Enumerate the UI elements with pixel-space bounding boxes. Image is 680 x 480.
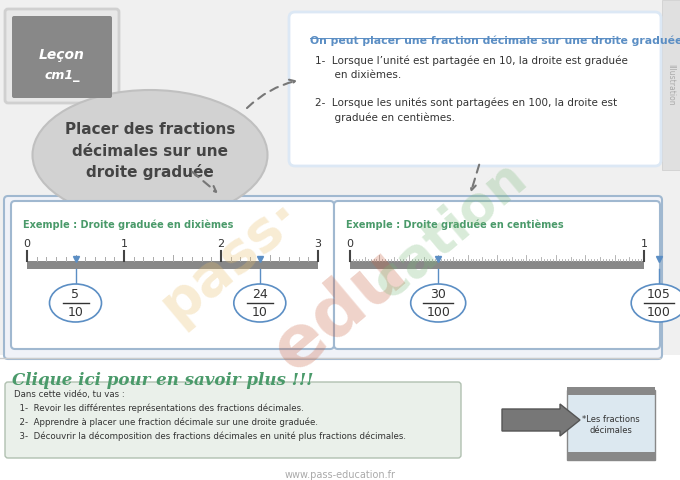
Text: 105: 105 — [647, 288, 670, 301]
Text: Clique ici pour en savoir plus !!!: Clique ici pour en savoir plus !!! — [12, 372, 313, 389]
Text: 5: 5 — [71, 288, 80, 301]
Ellipse shape — [631, 284, 680, 322]
Text: Illustration: Illustration — [666, 64, 675, 106]
Bar — [0, 355, 680, 480]
Text: décimales sur une: décimales sur une — [72, 144, 228, 159]
Text: 2: 2 — [218, 239, 224, 249]
Text: 10: 10 — [67, 305, 84, 319]
FancyBboxPatch shape — [5, 382, 461, 458]
Text: Placer des fractions: Placer des fractions — [65, 122, 235, 137]
Text: Exemple : Droite graduée en dixièmes: Exemple : Droite graduée en dixièmes — [23, 219, 233, 229]
Text: Leçon: Leçon — [39, 48, 85, 62]
Bar — [567, 390, 655, 460]
Text: pass·: pass· — [150, 187, 310, 334]
FancyBboxPatch shape — [334, 201, 660, 349]
Text: 1-  Lorsque l’unité est partagée en 10, la droite est graduée
      en dixièmes.: 1- Lorsque l’unité est partagée en 10, l… — [315, 56, 628, 81]
Bar — [350, 261, 644, 269]
Text: cm1_: cm1_ — [44, 69, 80, 82]
Text: 1: 1 — [641, 239, 647, 249]
Text: www.pass-education.fr: www.pass-education.fr — [284, 470, 396, 480]
Text: 3: 3 — [314, 239, 322, 249]
Bar — [567, 452, 655, 460]
Ellipse shape — [234, 284, 286, 322]
Bar — [567, 387, 655, 395]
Bar — [662, 0, 680, 170]
FancyArrow shape — [502, 404, 580, 436]
Text: On peut placer une fraction décimale sur une droite graduée.: On peut placer une fraction décimale sur… — [310, 36, 680, 47]
Text: 0: 0 — [347, 239, 354, 249]
Text: edu: edu — [260, 235, 420, 385]
Text: Exemple : Droite graduée en centièmes: Exemple : Droite graduée en centièmes — [346, 219, 564, 229]
Text: 100: 100 — [426, 305, 450, 319]
Ellipse shape — [411, 284, 466, 322]
Text: 100: 100 — [647, 305, 670, 319]
Text: 2-  Lorsque les unités sont partagées en 100, la droite est
      graduée en cen: 2- Lorsque les unités sont partagées en … — [315, 98, 617, 123]
Text: cation: cation — [363, 151, 537, 309]
Text: Dans cette vidéo, tu vas :
  1-  Revoir les différentes représentations des frac: Dans cette vidéo, tu vas : 1- Revoir les… — [14, 390, 406, 441]
Text: droite graduée: droite graduée — [86, 164, 214, 180]
Bar — [0, 0, 680, 355]
Text: 24: 24 — [252, 288, 268, 301]
FancyBboxPatch shape — [12, 16, 112, 98]
Text: *Les fractions
décimales: *Les fractions décimales — [582, 415, 640, 435]
Text: 0: 0 — [24, 239, 31, 249]
Text: 10: 10 — [252, 305, 268, 319]
Text: 30: 30 — [430, 288, 446, 301]
Bar — [27, 261, 318, 269]
Text: 1: 1 — [120, 239, 128, 249]
Ellipse shape — [50, 284, 101, 322]
Ellipse shape — [33, 90, 267, 220]
FancyBboxPatch shape — [4, 196, 662, 359]
FancyBboxPatch shape — [289, 12, 661, 166]
FancyBboxPatch shape — [11, 201, 334, 349]
FancyBboxPatch shape — [5, 9, 119, 103]
